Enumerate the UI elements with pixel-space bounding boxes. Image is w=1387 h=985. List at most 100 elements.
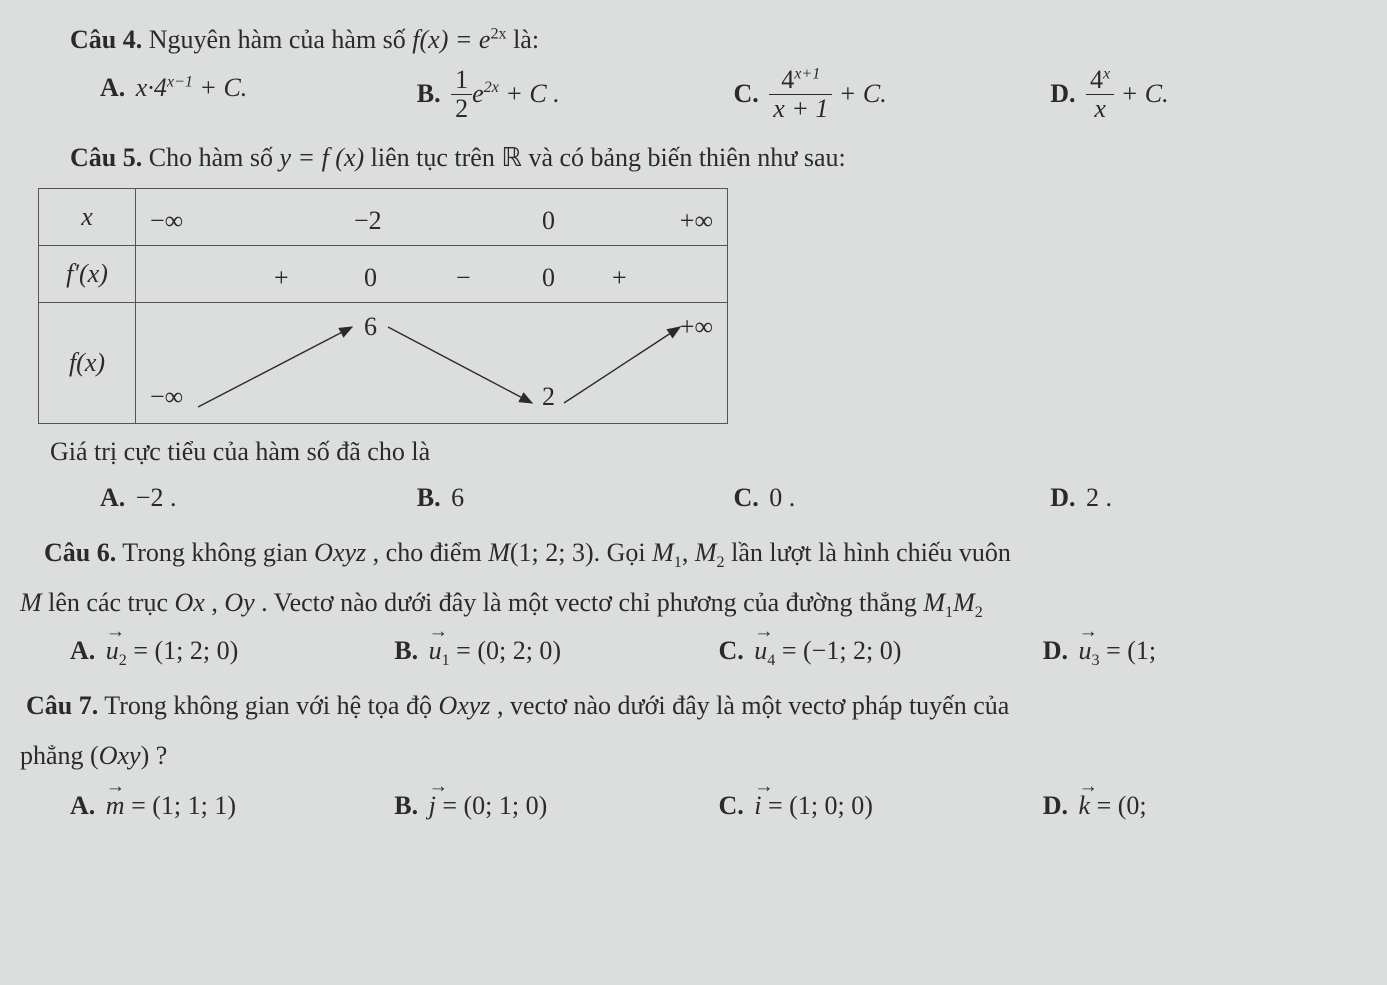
q6-M2s: 2: [717, 554, 725, 571]
q6-a-var: u: [106, 631, 119, 671]
q5-c-v: 0 .: [769, 483, 795, 512]
q6-l2d: ,: [205, 588, 225, 617]
vt-s1: +: [274, 258, 289, 298]
q6-d-sub: 3: [1092, 653, 1100, 670]
q4-stem: Câu 4. Nguyên hàm của hàm số f(x) = e2x …: [70, 20, 1367, 60]
q6-l2a: M: [20, 588, 42, 617]
opt-label-b: B.: [417, 483, 441, 512]
q7-a-var: m: [106, 786, 125, 826]
q6-opt-a: A. u2 = (1; 2; 0): [70, 631, 394, 671]
q6-a-c: = (1; 2; 0): [127, 636, 238, 665]
q6-line2: M lên các trục Ox , Oy . Vectơ nào dưới …: [20, 583, 1367, 623]
q4-math-sup: 2x: [490, 25, 506, 42]
opt-label-a: A.: [100, 483, 125, 512]
q6-opt-c: C. u4 = (−1; 2; 0): [719, 631, 1043, 671]
vt-neginf: −∞: [150, 201, 183, 241]
q7-line1: Câu 7. Trong không gian với hệ tọa độ Ox…: [26, 686, 1367, 726]
q5-opt-c: C. 0 .: [734, 478, 1051, 518]
q7-oxyz: Oxyz: [438, 691, 490, 720]
vt-z2: 0: [542, 258, 555, 298]
q6-line1: Câu 6. Trong không gian Oxyz , cho điểm …: [44, 533, 1367, 573]
q6-d: . Gọi: [594, 538, 653, 567]
q7-b-var: j: [429, 786, 436, 826]
q6-label: Câu 6.: [44, 538, 116, 567]
opt-label-a: A.: [70, 636, 95, 665]
opt-label-d: D.: [1043, 791, 1068, 820]
opt-label-b: B.: [417, 79, 441, 108]
q5-a-v: −2 .: [136, 483, 177, 512]
q4-c-num: 4x+1: [769, 66, 832, 93]
q4-d-post: + C.: [1114, 79, 1168, 108]
q4-b-post: + C .: [499, 79, 560, 108]
q5-options: A. −2 . B. 6 C. 0 . D. 2 .: [100, 478, 1367, 518]
q6-b-var: u: [429, 631, 442, 671]
q6-l2f: . Vectơ nào dưới đây là một vectơ chỉ ph…: [255, 588, 924, 617]
q4-d-den: x: [1086, 94, 1114, 122]
q4-b-sup: 2x: [484, 79, 499, 96]
table-row: x −∞ −2 0 +∞: [39, 189, 728, 246]
q6-M2: M: [695, 538, 717, 567]
q4-opt-a: A. x·4x−1 + C.: [100, 68, 417, 124]
q4-d-numsup: x: [1103, 66, 1110, 83]
table-row: f(x) −∞ 6 2 +∞: [39, 303, 728, 424]
q7-opt-b: B. j = (0; 1; 0): [394, 786, 718, 826]
q4-math: f(x) = e: [412, 25, 490, 54]
q7-d-c: = (0;: [1090, 791, 1147, 820]
q7-opt-c: C. i = (1; 0; 0): [719, 786, 1043, 826]
q5-math: y = f (x): [279, 143, 364, 172]
q6-e: ,: [682, 538, 695, 567]
opt-label-a: A.: [70, 791, 95, 820]
q5-R: ℝ: [501, 143, 522, 172]
q4-c-frac: 4x+1 x + 1: [769, 66, 832, 122]
vt-row1-body: −∞ −2 0 +∞: [136, 189, 727, 245]
q4-c-post: + C.: [832, 79, 886, 108]
vt-f-head: f(x): [39, 303, 136, 424]
q7-c-c: = (1; 0; 0): [762, 791, 873, 820]
q7-c: , vectơ nào dưới đây là một vectơ pháp t…: [490, 691, 1009, 720]
q6-oxyz: Oxyz: [314, 538, 366, 567]
q7-opt-d: D. k = (0;: [1043, 786, 1367, 826]
q4-text-a: Nguyên hàm của hàm số: [149, 25, 413, 54]
arrow-up-1: [198, 327, 352, 407]
q7-c-var: i: [754, 786, 761, 826]
q7-l2: phẳng (: [20, 741, 99, 770]
page: Câu 4. Nguyên hàm của hàm số f(x) = e2x …: [0, 0, 1387, 861]
q6-b-c: = (0; 2; 0): [450, 636, 561, 665]
q5-b: liên tục trên: [371, 143, 502, 172]
vt-row2-body: + 0 − 0 +: [136, 246, 727, 302]
q6-l2c: Ox: [174, 588, 204, 617]
opt-label-a: A.: [100, 73, 125, 102]
q5-label: Câu 5.: [70, 143, 142, 172]
q5-opt-b: B. 6: [417, 478, 734, 518]
vt-fp-head: f′(x): [39, 246, 136, 303]
q6-opt-b: B. u1 = (0; 2; 0): [394, 631, 718, 671]
q6-d-c: = (1;: [1100, 636, 1157, 665]
vt-x-body: −∞ −2 0 +∞: [136, 189, 728, 246]
q5-stem: Câu 5. Cho hàm số y = f (x) liên tục trê…: [70, 138, 1367, 178]
opt-label-c: C.: [734, 79, 759, 108]
vt-z1: 0: [364, 258, 377, 298]
q6-M: M: [488, 538, 510, 567]
q5-c: và có bảng biến thiên như sau:: [528, 143, 845, 172]
q4-opt-d: D. 4x x + C.: [1050, 68, 1367, 124]
vt-fp-body: + 0 − 0 +: [136, 246, 728, 303]
q4-b-mid: e: [472, 79, 484, 108]
q4-d-frac: 4x x: [1086, 66, 1114, 122]
q4-c-numbase: 4: [781, 65, 794, 94]
q4-b-frac: 1 2: [451, 66, 472, 122]
opt-label-b: B.: [394, 636, 418, 665]
q6-l2g: M: [923, 588, 945, 617]
q6-c-var: u: [754, 631, 767, 671]
q6-c: , cho điểm: [366, 538, 488, 567]
q4-a-sup: x−1: [167, 74, 193, 91]
q6-l2h1: 2: [975, 604, 983, 621]
q6-b-sub: 1: [442, 653, 450, 670]
q6-opt-d: D. u3 = (1;: [1043, 631, 1367, 671]
q6-M1: M: [652, 538, 674, 567]
vt-row3-body: −∞ 6 2 +∞: [136, 303, 727, 423]
q4-d-num: 4x: [1086, 66, 1114, 93]
q4-b-num: 1: [451, 66, 472, 93]
q4-opt-c: C. 4x+1 x + 1 + C.: [734, 68, 1051, 124]
q6-d-var: u: [1079, 631, 1092, 671]
vt-s2: −: [456, 258, 471, 298]
